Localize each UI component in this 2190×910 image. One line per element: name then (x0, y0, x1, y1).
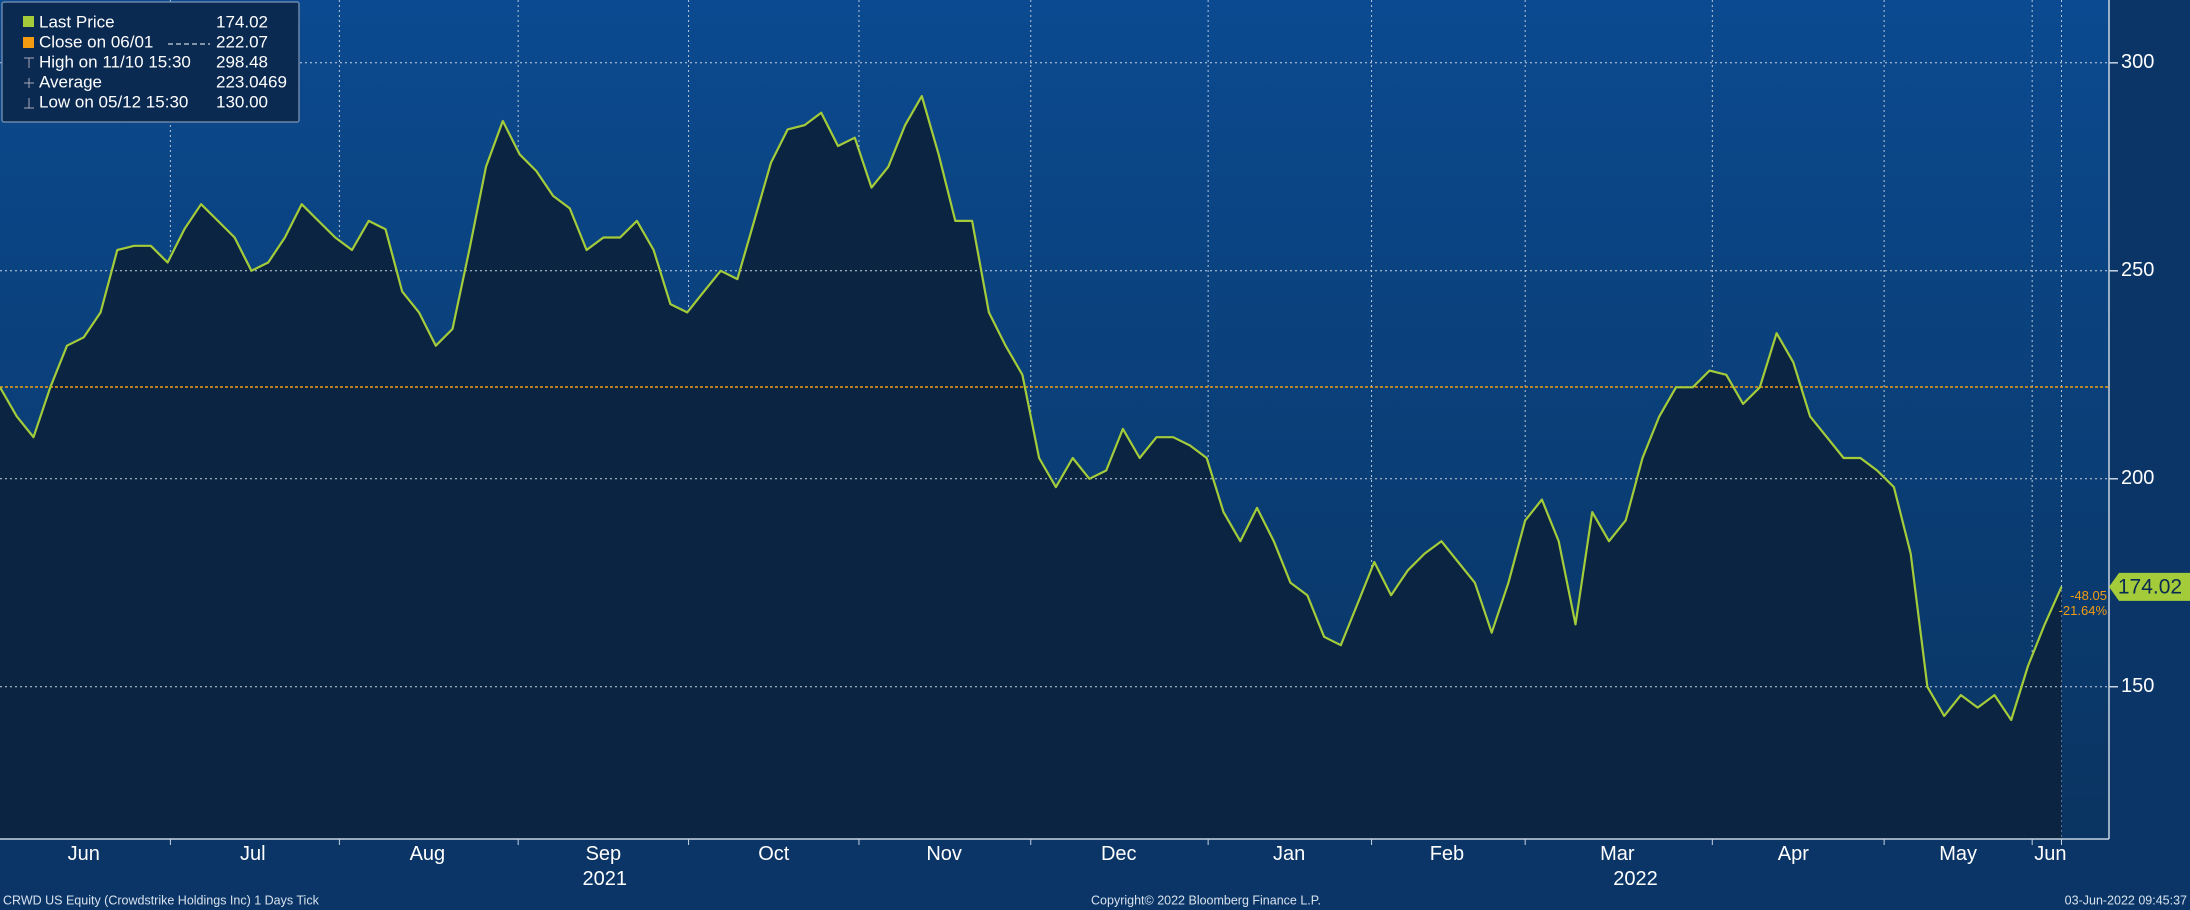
x-tick-label: Mar (1600, 843, 1635, 865)
legend-label: Close on 06/01 (39, 32, 153, 51)
footer-left: CRWD US Equity (Crowdstrike Holdings Inc… (3, 893, 320, 907)
y-tick-label: 150 (2121, 675, 2154, 697)
legend-box (1, 1, 300, 123)
x-tick-label: Nov (926, 843, 962, 865)
y-tick-label: 300 (2121, 51, 2154, 73)
legend-value: 174.02 (216, 12, 268, 31)
x-tick-label: May (1939, 843, 1977, 865)
price-line (0, 95, 2063, 722)
legend-label: Last Price (39, 12, 115, 31)
legend-icon (24, 57, 34, 68)
legend-value: 223.0469 (216, 72, 287, 91)
legend-value: 222.07 (216, 32, 268, 51)
x-tick-label: Jun (2034, 843, 2066, 865)
legend-value: 130.00 (216, 92, 268, 111)
x-tick-label: Oct (758, 843, 790, 865)
footer-right: 03-Jun-2022 09:45:37 (2065, 893, 2187, 907)
x-tick-label: Apr (1778, 843, 1809, 865)
legend-swatch (23, 16, 34, 27)
year-label: 2021 (583, 868, 628, 890)
price-tag-label: 174.02 (2118, 575, 2182, 598)
x-tick-label: Jul (240, 843, 266, 865)
x-tick-label: Sep (586, 843, 622, 865)
change-annotation: -48.05 (2070, 588, 2107, 603)
legend-label: High on 11/10 15:30 (39, 52, 191, 71)
year-label: 2022 (1613, 868, 1658, 890)
plot (0, 0, 2109, 840)
x-tick-label: Feb (1430, 843, 1464, 865)
x-tick-label: Jan (1273, 843, 1305, 865)
footer-center: Copyright© 2022 Bloomberg Finance L.P. (1091, 893, 1321, 907)
price-area (0, 96, 2062, 840)
x-tick-label: Aug (410, 843, 446, 865)
legend-label: Average (39, 72, 102, 91)
y-tick-label: 200 (2121, 467, 2154, 489)
legend: Last Price 174.02 Close on 06/01 222.07 … (1, 1, 300, 123)
legend-label: Low on 05/12 15:30 (39, 92, 188, 111)
legend-value: 298.48 (216, 52, 268, 71)
x-tick-label: Jun (68, 843, 100, 865)
x-tick-label: Dec (1101, 843, 1137, 865)
legend-swatch (23, 37, 34, 48)
price-tag (2109, 572, 2190, 601)
change-annotation: -21.64% (2059, 603, 2108, 618)
y-tick-label: 250 (2121, 259, 2154, 281)
legend-icon (24, 98, 34, 109)
legend-icon (24, 78, 34, 88)
